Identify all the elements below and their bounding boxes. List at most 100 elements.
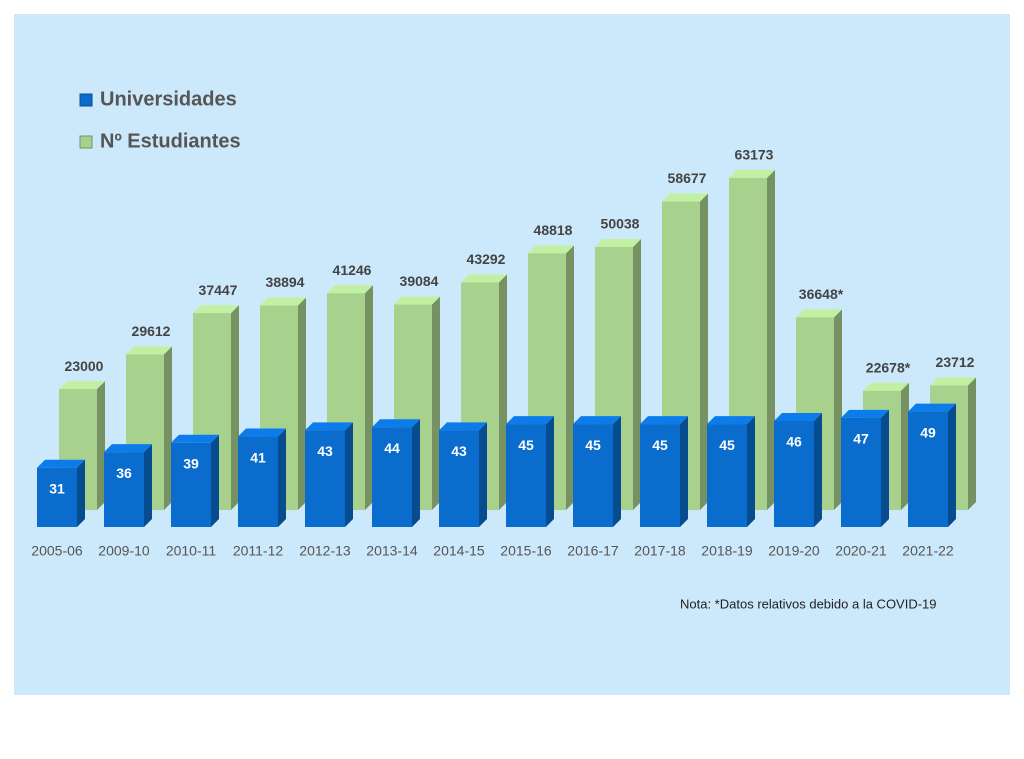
bar-front — [573, 424, 613, 527]
bar-front — [841, 417, 881, 527]
data-label: 46 — [786, 434, 802, 450]
bar-top — [841, 409, 889, 418]
bar — [506, 416, 554, 527]
data-label: 45 — [518, 437, 534, 453]
data-label: 45 — [719, 437, 735, 453]
bar-top — [774, 412, 822, 421]
bar-side — [948, 403, 956, 527]
x-tick-label: 2014-15 — [433, 543, 485, 559]
bar — [908, 403, 956, 527]
data-label: 45 — [585, 437, 601, 453]
data-label: 23712 — [936, 354, 975, 370]
bar-top — [796, 309, 842, 318]
bar-side — [231, 305, 239, 510]
bar-side — [412, 419, 420, 527]
bar-top — [707, 416, 755, 425]
bar-top — [59, 381, 105, 390]
bar — [305, 422, 353, 527]
bar-top — [439, 422, 487, 431]
x-tick-label: 2005-06 — [31, 543, 83, 559]
bar-side — [901, 382, 909, 510]
bar-side — [432, 296, 440, 510]
bar-side — [77, 459, 85, 527]
bar-side — [164, 346, 172, 510]
bar-side — [680, 416, 688, 527]
bar-top — [461, 274, 507, 283]
data-label: 23000 — [65, 358, 104, 374]
bar — [171, 434, 219, 527]
bar — [841, 409, 889, 527]
bar-top — [193, 305, 239, 314]
data-label: 29612 — [132, 323, 171, 339]
bar-front — [372, 427, 412, 527]
bar-top — [260, 297, 306, 306]
bar-front — [238, 436, 278, 527]
x-tick-label: 2009-10 — [98, 543, 150, 559]
data-label: 36 — [116, 465, 132, 481]
bar-side — [700, 193, 708, 511]
x-tick-label: 2012-13 — [299, 543, 351, 559]
data-label: 63173 — [735, 147, 774, 163]
bar-front — [171, 442, 211, 527]
bar-top — [238, 428, 286, 437]
bar-top — [171, 434, 219, 443]
legend-swatch — [79, 93, 93, 107]
bar-front — [908, 411, 948, 527]
bar — [573, 416, 621, 527]
bar-top — [640, 416, 688, 425]
data-label: 39084 — [400, 273, 439, 289]
bar-side — [365, 285, 373, 510]
bar-front — [707, 424, 747, 527]
bar — [640, 416, 688, 527]
data-label: 50038 — [601, 216, 640, 232]
data-label: 41 — [250, 449, 266, 465]
data-label: 43 — [317, 443, 333, 459]
bar-front — [506, 424, 546, 527]
data-label: 43 — [451, 443, 467, 459]
data-label: 41246 — [333, 262, 372, 278]
bar-front — [774, 420, 814, 527]
bar-top — [104, 444, 152, 453]
bar-top — [305, 422, 353, 431]
background — [14, 14, 1010, 695]
bar-top — [528, 245, 574, 254]
bar-side — [633, 238, 641, 510]
bar-side — [968, 377, 976, 510]
bar-side — [278, 428, 286, 527]
bar-top — [595, 238, 641, 247]
bar-side — [144, 444, 152, 527]
bar-side — [345, 422, 353, 527]
bar-top — [573, 416, 621, 425]
bar-side — [566, 245, 574, 510]
x-tick-label: 2017-18 — [634, 543, 686, 559]
bar — [707, 416, 755, 527]
bar-side — [814, 412, 822, 527]
bar — [238, 428, 286, 527]
bar-side — [881, 409, 889, 527]
x-tick-label: 2020-21 — [835, 543, 887, 559]
bar — [439, 422, 487, 527]
bar — [104, 444, 152, 527]
bar-top — [37, 459, 85, 468]
data-label: 38894 — [266, 274, 305, 290]
bar — [59, 381, 105, 510]
bar-top — [506, 416, 554, 425]
data-label: 39 — [183, 455, 199, 471]
bar-front — [439, 430, 479, 527]
bar — [774, 412, 822, 527]
bar-side — [499, 274, 507, 510]
data-label: 22678* — [866, 359, 911, 375]
bar-front — [37, 467, 77, 527]
bar-side — [298, 297, 306, 510]
bar-top — [126, 346, 172, 355]
bar-side — [747, 416, 755, 527]
data-label: 31 — [49, 480, 65, 496]
data-label: 49 — [920, 424, 936, 440]
bar-side — [546, 416, 554, 527]
bar-side — [767, 169, 775, 511]
bar-front — [305, 430, 345, 527]
data-label: 37447 — [199, 282, 238, 298]
bar-top — [863, 382, 909, 391]
bar-top — [327, 285, 373, 294]
